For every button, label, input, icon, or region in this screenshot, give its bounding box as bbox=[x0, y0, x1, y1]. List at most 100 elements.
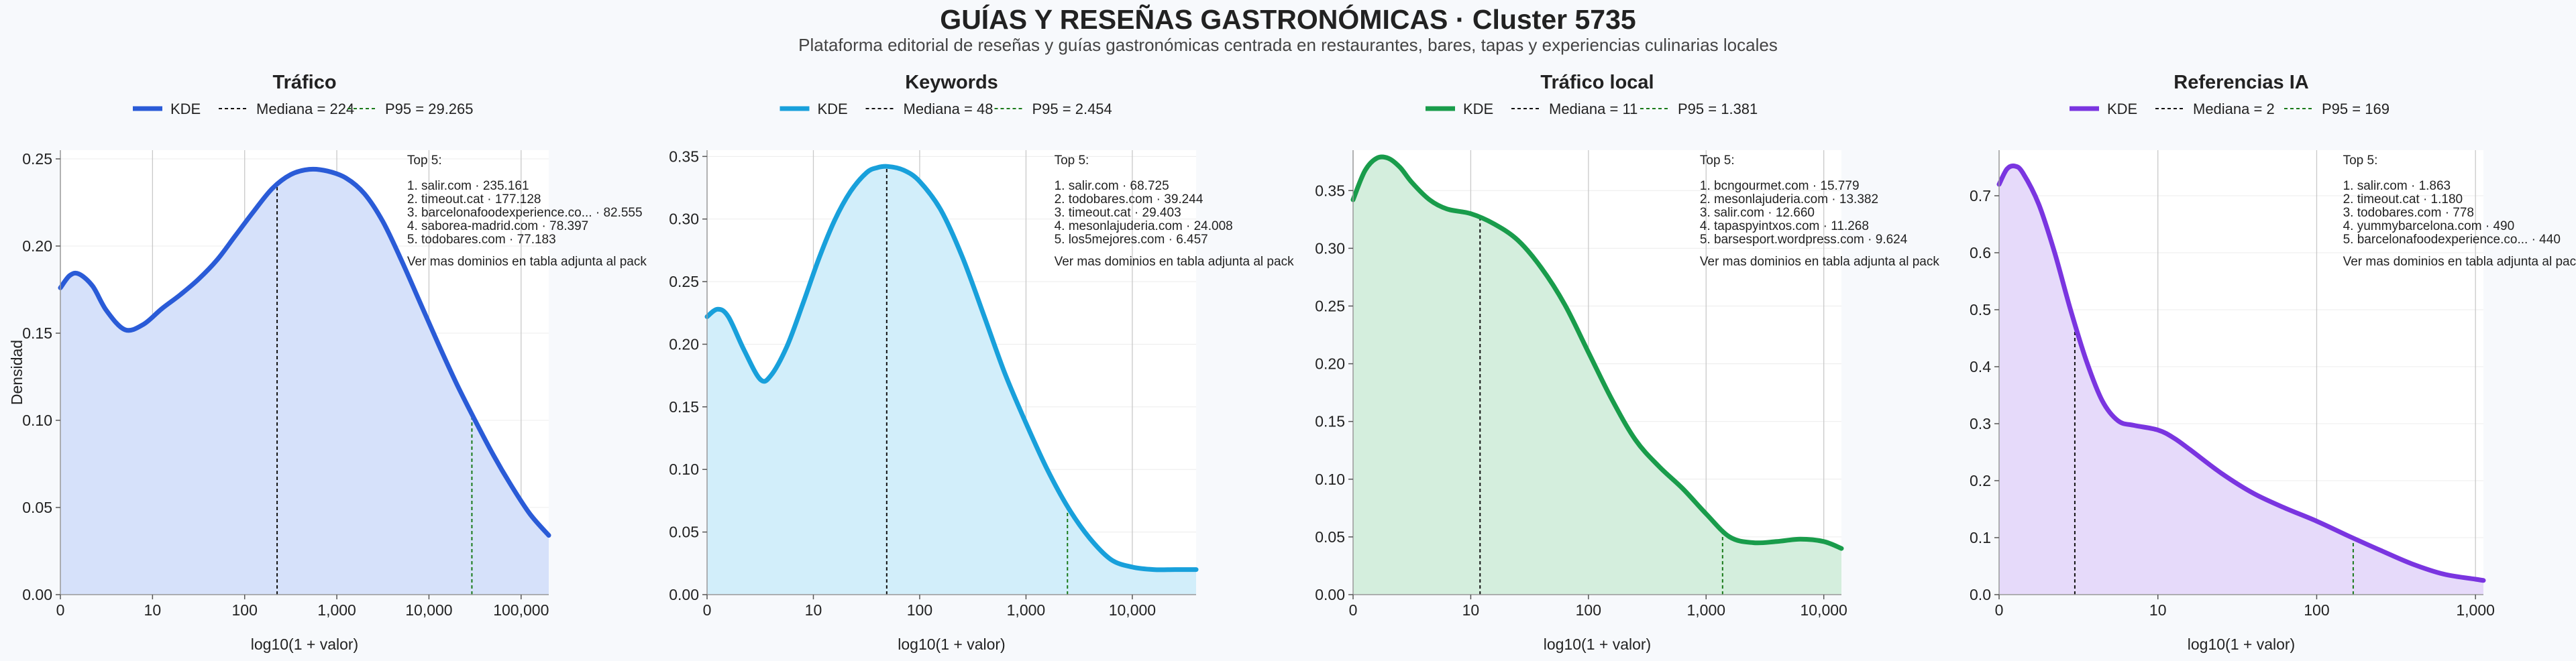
annotation-footer: Ver mas dominios en tabla adjunta al pac… bbox=[407, 255, 647, 269]
x-tick-label: 10,000 bbox=[405, 601, 452, 619]
y-tick-label: 0.20 bbox=[1315, 355, 1345, 373]
chart-panel-4: 0.0 0.1 0.2 0.3 0.4 0.5 0.6 0.7 0 10 100 1,000 log10… bbox=[1970, 72, 2576, 653]
y-tick-label: 0.15 bbox=[22, 324, 52, 342]
annotation-item: 3. todobares.com · 778 bbox=[2343, 206, 2474, 220]
annotation-footer: Ver mas dominios en tabla adjunta al pac… bbox=[2343, 255, 2576, 269]
kde-line bbox=[1996, 163, 2486, 583]
kde-line bbox=[704, 164, 1199, 573]
annotation-item: 2. timeout.cat · 1.180 bbox=[2343, 192, 2463, 206]
annotation-item: 5. los5mejores.com · 6.457 bbox=[1055, 233, 1208, 247]
y-tick-label: 0.00 bbox=[669, 586, 699, 603]
kde-fill-area bbox=[707, 166, 1196, 595]
y-tick-label: 0.10 bbox=[22, 412, 52, 429]
x-tick-label: 10 bbox=[144, 601, 162, 619]
panel-title: Referencias IA bbox=[2174, 72, 2309, 93]
annotation-item: 1. bcngourmet.com · 15.779 bbox=[1700, 179, 1860, 193]
kde-fill-area bbox=[60, 169, 549, 595]
x-axis-label: log10(1 + valor) bbox=[898, 636, 1005, 653]
annotation-item: 2. mesonlajuderia.com · 13.382 bbox=[1700, 192, 1878, 206]
legend-p95-label: P95 = 29.265 bbox=[385, 101, 474, 117]
legend-kde-label: KDE bbox=[2107, 101, 2137, 117]
annotation-item: 3. salir.com · 12.660 bbox=[1700, 206, 1815, 220]
legend-median-label: Mediana = 224 bbox=[256, 101, 354, 117]
x-tick-label: 100 bbox=[232, 601, 258, 619]
x-tick-label: 100 bbox=[1576, 601, 1601, 619]
x-tick-label: 0 bbox=[703, 601, 712, 619]
y-tick-label: 0.00 bbox=[22, 586, 52, 603]
x-tick-label: 10,000 bbox=[1109, 601, 1156, 619]
x-tick-label: 0 bbox=[56, 601, 65, 619]
chart-panel-3: 0.00 0.05 0.10 0.15 0.20 0.25 0.30 0.35 0 10 100 1,… bbox=[1315, 72, 1939, 653]
legend-p95-label: P95 = 2.454 bbox=[1032, 101, 1112, 117]
annotation-item: 3. timeout.cat · 29.403 bbox=[1055, 206, 1181, 220]
y-tick-label: 0.10 bbox=[669, 461, 699, 478]
annotation-footer: Ver mas dominios en tabla adjunta al pac… bbox=[1055, 255, 1294, 269]
annotation-item: 5. todobares.com · 77.183 bbox=[407, 233, 556, 247]
x-axis-label: log10(1 + valor) bbox=[251, 636, 358, 653]
annotation-item: 2. todobares.com · 39.244 bbox=[1055, 192, 1203, 206]
annotation-item: 1. salir.com · 68.725 bbox=[1055, 179, 1169, 193]
y-tick-label: 0.25 bbox=[669, 273, 699, 290]
y-tick-label: 0.0 bbox=[1970, 586, 1991, 603]
legend-median-label: Mediana = 11 bbox=[1549, 101, 1638, 117]
x-tick-label: 10 bbox=[2149, 601, 2167, 619]
annotation-title: Top 5: bbox=[2343, 154, 2378, 168]
y-tick-label: 0.00 bbox=[1315, 586, 1345, 603]
x-axis-label: log10(1 + valor) bbox=[1544, 636, 1651, 653]
annotation-item: 3. barcelonafoodexperience.co... · 82.55… bbox=[407, 206, 643, 220]
y-tick-label: 0.35 bbox=[1315, 182, 1345, 199]
annotation-item: 4. tapaspyintxos.com · 11.268 bbox=[1700, 219, 1869, 233]
legend-median-label: Mediana = 2 bbox=[2193, 101, 2275, 117]
annotation-item: 4. mesonlajuderia.com · 24.008 bbox=[1055, 219, 1233, 233]
chart-panel-2: 0.00 0.05 0.10 0.15 0.20 0.25 0.30 0.35 0 10 100 1,… bbox=[669, 72, 1294, 653]
kde-fill-area bbox=[1999, 166, 2483, 595]
page-subtitle: Plataforma editorial de reseñas y guías … bbox=[798, 35, 1778, 55]
y-tick-label: 0.7 bbox=[1970, 187, 1991, 204]
y-tick-label: 0.05 bbox=[669, 524, 699, 541]
x-tick-label: 0 bbox=[1349, 601, 1358, 619]
annotation-item: 1. salir.com · 1.863 bbox=[2343, 179, 2451, 193]
kde-fill-area bbox=[1353, 157, 1841, 595]
panel-title: Tráfico bbox=[272, 72, 336, 93]
x-tick-label: 1,000 bbox=[2456, 601, 2495, 619]
annotation-item: 5. barsesport.wordpress.com · 9.624 bbox=[1700, 233, 1908, 247]
y-tick-label: 0.30 bbox=[669, 211, 699, 228]
kde-line bbox=[1350, 154, 1844, 551]
y-tick-label: 0.15 bbox=[1315, 413, 1345, 430]
y-tick-label: 0.25 bbox=[22, 150, 52, 168]
annotation-item: 2. timeout.cat · 177.128 bbox=[407, 192, 541, 206]
y-tick-label: 0.4 bbox=[1970, 358, 1991, 375]
y-axis-label: Densidad bbox=[8, 340, 25, 405]
page-title: GUÍAS Y RESEÑAS GASTRONÓMICAS · Cluster … bbox=[940, 4, 1636, 35]
legend-p95-label: P95 = 1.381 bbox=[1678, 101, 1758, 117]
annotation-item: 4. yummybarcelona.com · 490 bbox=[2343, 219, 2515, 233]
x-tick-label: 10,000 bbox=[1801, 601, 1847, 619]
chart-panel-1: 0.00 0.05 0.10 0.15 0.20 0.25 0 10 100 1,000 10,00… bbox=[8, 72, 647, 653]
annotation-item: 1. salir.com · 235.161 bbox=[407, 179, 529, 193]
y-tick-label: 0.20 bbox=[669, 335, 699, 353]
x-tick-label: 100 bbox=[907, 601, 932, 619]
y-tick-label: 0.1 bbox=[1970, 529, 1991, 546]
y-tick-label: 0.6 bbox=[1970, 244, 1991, 261]
annotation-footer: Ver mas dominios en tabla adjunta al pac… bbox=[1700, 255, 1939, 269]
legend: KDE Mediana = 48 P95 = 2.454 bbox=[780, 101, 1112, 117]
x-tick-label: 100,000 bbox=[493, 601, 549, 619]
y-tick-label: 0.30 bbox=[1315, 239, 1345, 257]
legend-median-label: Mediana = 48 bbox=[904, 101, 994, 117]
annotation-title: Top 5: bbox=[1055, 154, 1089, 168]
annotation-item: 4. saborea-madrid.com · 78.397 bbox=[407, 219, 588, 233]
y-tick-label: 0.3 bbox=[1970, 415, 1991, 432]
legend-kde-label: KDE bbox=[818, 101, 848, 117]
x-tick-label: 1,000 bbox=[1686, 601, 1725, 619]
y-tick-label: 0.2 bbox=[1970, 472, 1991, 489]
y-tick-label: 0.25 bbox=[1315, 297, 1345, 314]
legend: KDE Mediana = 11 P95 = 1.381 bbox=[1426, 101, 1758, 117]
annotation-item: 5. barcelonafoodexperience.co... · 440 bbox=[2343, 233, 2561, 247]
x-tick-label: 10 bbox=[805, 601, 822, 619]
legend-p95-label: P95 = 169 bbox=[2322, 101, 2390, 117]
annotation-title: Top 5: bbox=[407, 154, 442, 168]
